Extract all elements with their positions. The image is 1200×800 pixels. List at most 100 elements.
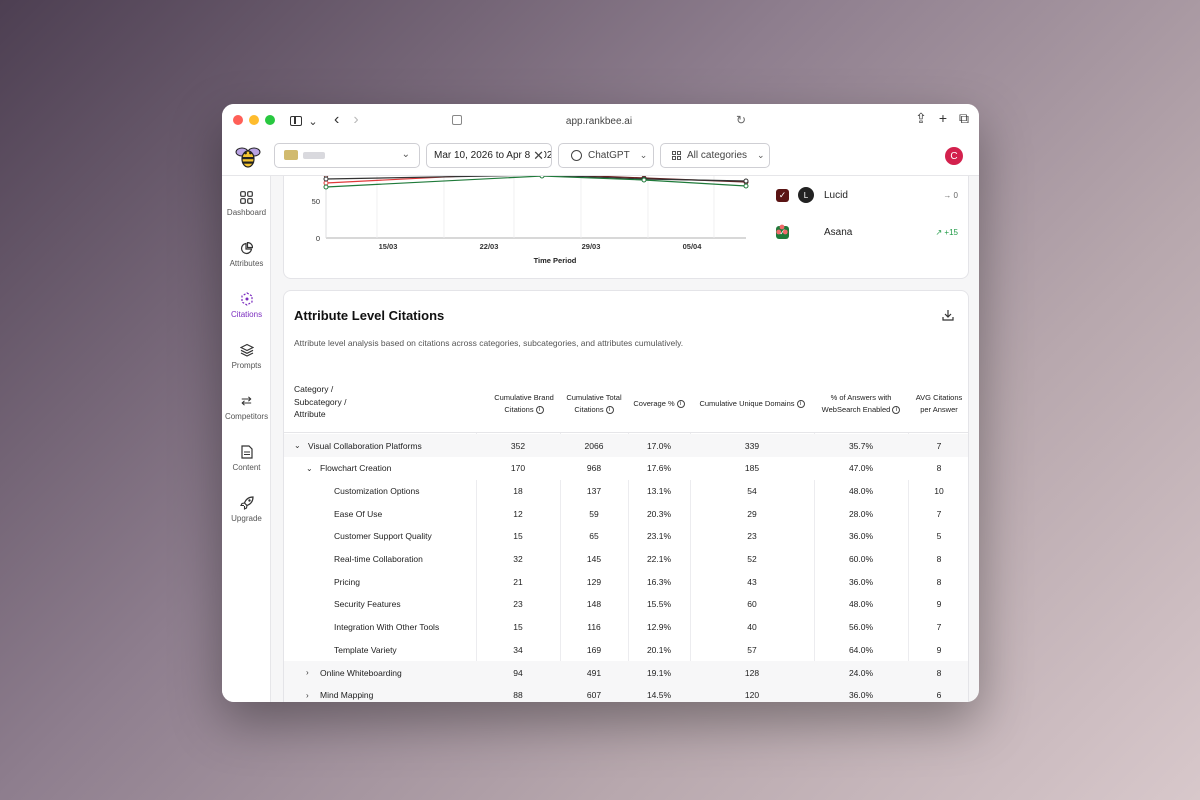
row-label: Template Variety [334,638,397,661]
row-name: Ease Of Use [334,508,383,519]
category-select[interactable]: All categories ⌄ [660,143,770,168]
header-line: % of Answers with [830,393,892,402]
legend-label: Lucid [824,189,848,201]
date-range-picker[interactable]: Mar 10, 2026 to Apr 8, 2026 ✕ [426,143,552,168]
sidebar-toggle-button[interactable]: ⌄ [283,111,325,131]
column-divider [908,433,909,702]
table-cell: 60 [747,599,757,610]
column-header-brand-citations[interactable]: Cumulative Brand Citations i [488,391,560,417]
tabs-overview-icon[interactable]: ⧉ [959,110,969,126]
sidebar-item-competitors[interactable]: ⇄ Competitors [222,384,271,430]
chatgpt-icon [571,150,582,161]
table-row[interactable]: › Online Whiteboarding 94 491 19.1% 128 24.0% 8 [284,661,968,684]
table-cell: 56.0% [848,622,874,633]
column-divider [690,433,691,702]
table-cell: 7 [936,622,942,633]
browser-actions: ⇪ + ⧉ [915,110,969,127]
reload-icon[interactable]: ↻ [735,113,746,127]
row-name: Security Features [334,599,401,610]
citations-trend-card: 0 50 15/03 22/03 29/03 05/04 Time Period ✓ L… [283,176,969,279]
navigation-arrows: ‹ › [334,111,359,129]
sidebar-item-citations[interactable]: Citations [222,282,271,328]
table-cell: 16.3% [646,576,672,587]
column-header-websearch[interactable]: % of Answers with WebSearch Enabled i [814,391,908,417]
table-cell: 15.5% [646,599,672,610]
table-cell: 28.0% [848,508,874,519]
table-row[interactable]: ⌄ Flowchart Creation 170 968 17.6% 185 47.0% 8 [284,456,968,480]
data-point[interactable] [323,180,329,186]
header-line: Citations i [504,404,544,416]
chevron-down-icon[interactable]: ⌄ [306,463,313,473]
data-point[interactable] [641,177,647,183]
address-bar[interactable]: app.rankbee.ai ↻ [444,110,754,132]
column-header-unique-domains[interactable]: Cumulative Unique Domains i [690,391,814,417]
asana-logo-icon [776,224,814,240]
table-cell: 47.0% [848,463,874,474]
back-button[interactable]: ‹ [334,111,340,128]
main-content: 0 50 15/03 22/03 29/03 05/04 Time Period ✓ L… [272,176,979,702]
y-axis-ticks: 0 50 [312,197,320,243]
new-tab-icon[interactable]: + [938,110,947,126]
table-cell: 60.0% [848,554,874,564]
sidebar-item-prompts[interactable]: Prompts [222,333,271,379]
minimize-window-button[interactable] [249,115,259,125]
table-cell: 129 [586,576,602,587]
table-cell: 607 [586,690,602,701]
row-name: Online Whiteboarding [320,667,402,678]
download-icon[interactable] [942,309,954,324]
bee-logo-icon[interactable] [234,142,262,170]
sidebar-item-upgrade[interactable]: Upgrade [222,486,271,532]
column-header-category[interactable]: Category / Subcategory / Attribute [294,383,414,427]
table-row[interactable]: ⌄ Visual Collaboration Platforms 352 2066 17… [284,434,968,457]
user-avatar[interactable]: C [945,147,963,165]
data-point[interactable] [743,183,749,189]
sidebar-item-dashboard[interactable]: Dashboard [222,180,271,226]
date-range-text: Mar 10, 2026 to Apr 8, 2026 [434,150,552,161]
close-window-button[interactable] [233,115,243,125]
column-header-avg-citations[interactable]: AVG Citations per Answer [908,391,968,417]
row-label: ⌄ Flowchart Creation [306,457,391,480]
share-icon[interactable]: ⇪ [915,110,927,126]
forward-button[interactable]: › [353,111,359,128]
table-cell: 22.1% [646,554,672,564]
table-row: Ease Of Use 12 59 20.3% 29 28.0% 7 [284,502,968,525]
chevron-right-icon[interactable]: › [306,690,309,700]
x-tick-label: 05/04 [683,242,703,251]
document-icon [239,444,255,460]
brand-select[interactable]: ⌄ [274,143,420,168]
table-row[interactable]: › Mind Mapping 88 607 14.5% 120 36.0% 6 [284,683,968,702]
column-divider [560,433,561,702]
checkbox-checked-icon[interactable]: ✓ [776,225,789,239]
column-header-total-citations[interactable]: Cumulative Total Citations i [560,391,628,417]
info-icon[interactable]: i [676,400,685,408]
info-icon[interactable]: i [892,406,901,415]
lucid-logo-icon: L [798,187,814,203]
row-label: Integration With Other Tools [334,616,439,639]
model-select[interactable]: ChatGPT ⌄ [558,143,654,168]
info-icon[interactable]: i [796,400,805,408]
table-cell: 145 [586,554,602,564]
sidebar-item-attributes[interactable]: Attributes [222,231,271,277]
chevron-down-icon: ⌄ [308,115,318,128]
chevron-right-icon[interactable]: › [306,668,309,677]
info-icon[interactable]: i [605,406,614,415]
row-name: Template Variety [334,644,397,655]
legend-item-asana[interactable]: ✓ Asana ↗ +15 [776,224,958,240]
info-icon[interactable]: i [535,406,544,415]
legend-item-lucid[interactable]: ✓ L Lucid → 0 [776,187,958,203]
chevron-down-icon[interactable]: ⌄ [294,441,301,450]
sidebar-item-content[interactable]: Content [222,435,271,481]
column-header-coverage[interactable]: Coverage % i [628,391,690,417]
table-header: Category / Subcategory / Attribute Cumul… [284,377,968,433]
maximize-window-button[interactable] [265,115,275,125]
chart-grid [325,176,746,239]
data-point[interactable] [323,184,329,190]
checkbox-checked-icon[interactable]: ✓ [776,188,789,202]
data-point[interactable] [323,176,329,182]
table-cell: 35.7% [848,440,874,451]
data-point[interactable] [539,176,545,179]
site-settings-icon[interactable] [452,115,462,125]
clear-date-icon[interactable]: ✕ [530,148,544,164]
chevron-down-icon: ⌄ [757,150,765,160]
data-point[interactable] [743,178,749,184]
